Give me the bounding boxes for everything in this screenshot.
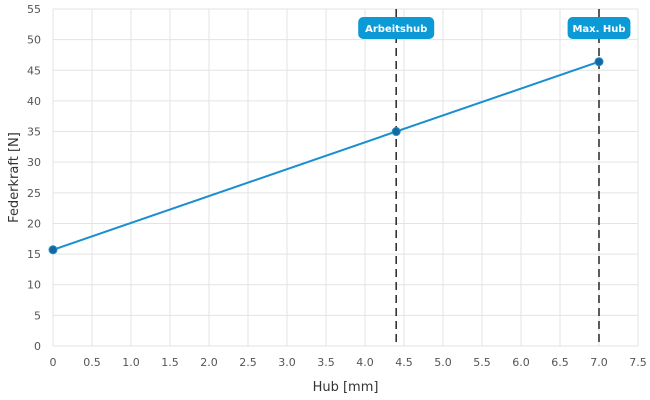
x-tick-label: 1.0 — [122, 356, 140, 369]
y-tick-label: 25 — [27, 187, 41, 200]
data-point — [391, 127, 401, 137]
x-axis-ticks: 0 0.5 1.0 1.5 2.0 2.5 3.0 3.5 4.0 4.5 5.0 5.5 6.0 6.5… — [50, 356, 647, 369]
x-tick-label: 3.5 — [317, 356, 335, 369]
x-tick-label: 4.5 — [395, 356, 413, 369]
x-tick-label: 2.5 — [239, 356, 257, 369]
x-tick-label: 2.0 — [200, 356, 218, 369]
data-point — [594, 57, 604, 67]
y-axis-ticks: 0 5 10 15 20 25 30 35 40 45 50 55 — [27, 3, 41, 353]
x-tick-label: 1.5 — [161, 356, 179, 369]
marker-badge — [358, 17, 435, 39]
y-tick-label: 35 — [27, 126, 41, 139]
x-axis-title: Hub [mm] — [313, 380, 379, 395]
x-tick-label: 0.5 — [83, 356, 101, 369]
marker-label: Max. Hub — [572, 24, 625, 35]
x-tick-label: 7.5 — [629, 356, 647, 369]
y-tick-label: 55 — [27, 3, 41, 16]
x-tick-label: 0 — [50, 356, 57, 369]
y-tick-label: 45 — [27, 64, 41, 77]
y-tick-label: 10 — [27, 279, 41, 292]
y-tick-label: 20 — [27, 217, 41, 230]
x-tick-label: 5.5 — [473, 356, 491, 369]
x-tick-label: 4.0 — [356, 356, 374, 369]
marker-lines: Arbeitshub Max. Hub — [358, 9, 631, 346]
y-tick-label: 15 — [27, 248, 41, 261]
x-tick-label: 7.0 — [590, 356, 608, 369]
x-tick-label: 5.0 — [434, 356, 452, 369]
x-tick-label: 3.0 — [278, 356, 296, 369]
data-point — [48, 245, 58, 255]
y-tick-label: 40 — [27, 95, 41, 108]
y-axis-title: Federkraft [N] — [7, 132, 22, 223]
marker-label: Arbeitshub — [365, 24, 427, 35]
grid — [52, 8, 639, 347]
x-tick-label: 6.0 — [512, 356, 530, 369]
marker-badge — [567, 17, 631, 39]
y-tick-label: 0 — [34, 340, 41, 353]
y-tick-label: 30 — [27, 156, 41, 169]
y-tick-label: 50 — [27, 34, 41, 47]
series-group — [48, 57, 604, 255]
y-tick-label: 5 — [34, 309, 41, 322]
x-tick-label: 6.5 — [551, 356, 569, 369]
